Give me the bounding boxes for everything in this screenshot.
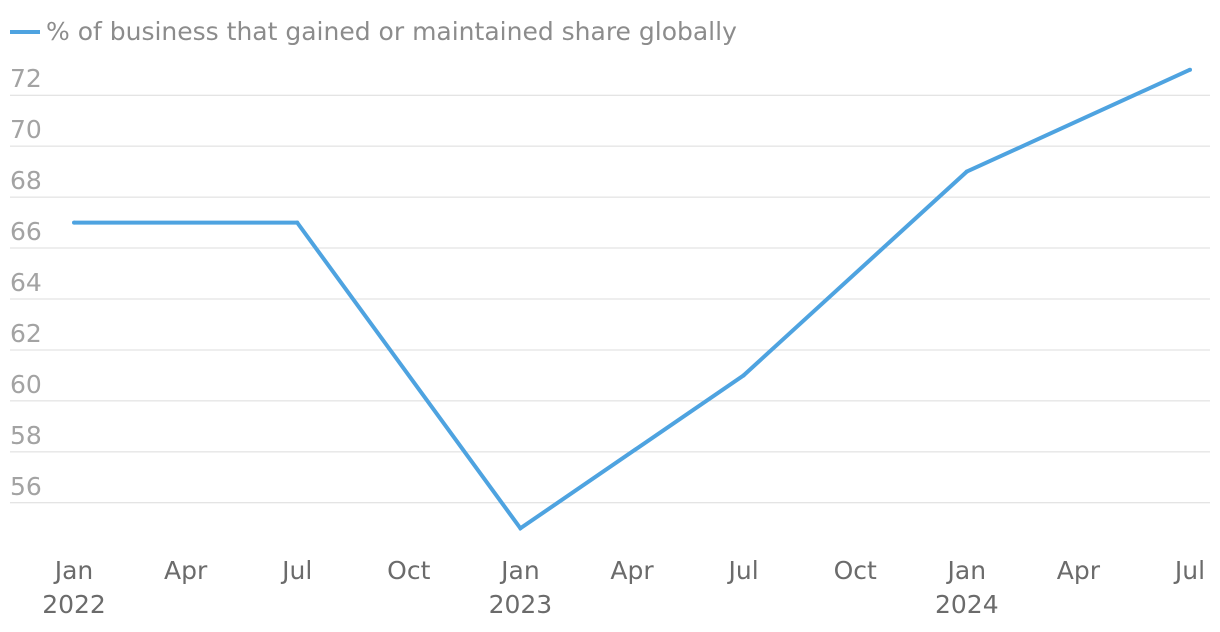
- x-tick-label: Apr: [610, 556, 654, 585]
- series-layer: [72, 67, 1192, 532]
- grid-lines: [10, 94, 1210, 504]
- x-tick-year-label: 2024: [935, 590, 999, 619]
- x-tick-label: Jan: [499, 556, 540, 585]
- x-tick-label: Oct: [834, 556, 877, 585]
- y-tick-label: 62: [10, 319, 42, 348]
- x-tick-label: Apr: [164, 556, 208, 585]
- x-tick-label: Jul: [280, 556, 312, 585]
- x-tick-label: Jul: [727, 556, 759, 585]
- legend-label: % of business that gained or maintained …: [46, 17, 737, 46]
- data-point: [741, 373, 746, 378]
- y-tick-label: 72: [10, 64, 42, 93]
- x-tick-label: Jul: [1173, 556, 1205, 585]
- x-tick-label: Jan: [53, 556, 94, 585]
- y-tick-label: 64: [10, 268, 42, 297]
- data-point: [72, 220, 76, 225]
- y-tick-label: 66: [10, 217, 42, 246]
- y-tick-label: 56: [10, 472, 42, 501]
- y-tick-label: 70: [10, 115, 42, 144]
- x-tick-year-label: 2023: [489, 590, 553, 619]
- y-axis-ticks: 56 58 60 62 64 66 68 70 72: [10, 64, 42, 501]
- y-tick-label: 68: [10, 166, 42, 195]
- x-tick-label: Oct: [387, 556, 430, 585]
- data-point: [295, 220, 300, 225]
- x-axis-ticks: Jan 2022 Apr Jul Oct Jan 2023 Apr Jul Oct Jan 2024 A…: [42, 556, 1205, 619]
- x-tick-year-label: 2022: [42, 590, 106, 619]
- series-line: [74, 67, 1191, 532]
- data-point: [518, 526, 523, 531]
- x-tick-label: Jan: [946, 556, 987, 585]
- x-tick-label: Apr: [1057, 556, 1101, 585]
- y-tick-label: 58: [10, 421, 42, 450]
- data-point: [1188, 67, 1192, 72]
- legend: % of business that gained or maintained …: [10, 17, 737, 46]
- data-point: [964, 169, 969, 174]
- y-tick-label: 60: [10, 370, 42, 399]
